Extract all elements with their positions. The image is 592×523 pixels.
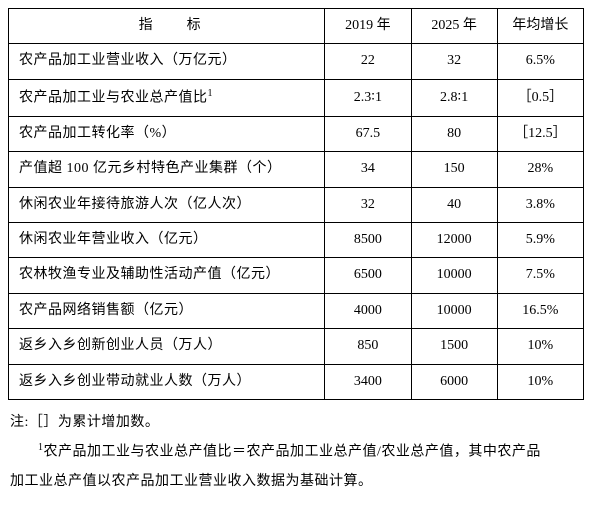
cell-growth: 3.8% — [497, 187, 583, 222]
cell-y2019: 2.3∶1 — [325, 79, 411, 116]
note-text: ［］为累计增加数。 — [29, 415, 160, 430]
table-row: 休闲农业年营业收入（亿元） 8500120005.9% — [9, 223, 584, 258]
cell-indicator: 农产品加工转化率（%） — [9, 116, 325, 151]
cell-y2025: 40 — [411, 187, 497, 222]
note-label: 注: — [10, 415, 29, 430]
table-row: 农产品网络销售额（亿元） 40001000016.5% — [9, 293, 584, 328]
col-header-indicator: 指 标 — [9, 9, 325, 44]
cell-indicator: 农产品网络销售额（亿元） — [9, 293, 325, 328]
cell-growth: 28% — [497, 152, 583, 187]
table-body: 农产品加工业营业收入（万亿元）22326.5%农产品加工业与农业总产值比12.3… — [9, 44, 584, 400]
cell-y2025: 10000 — [411, 258, 497, 293]
indicator-table: 指 标 2019 年 2025 年 年均增长 农产品加工业营业收入（万亿元） 22… — [8, 8, 584, 400]
cell-indicator: 返乡入乡创业带动就业人数（万人） — [9, 364, 325, 399]
table-row: 返乡入乡创业带动就业人数（万人） 3400600010% — [9, 364, 584, 399]
cell-y2019: 22 — [325, 44, 411, 79]
col-header-2019: 2019 年 — [325, 9, 411, 44]
cell-y2025: 2.8∶1 — [411, 79, 497, 116]
indicator-text: 返乡入乡创新创业人员（万人） — [19, 338, 222, 353]
sup-text-a: 农产品加工业与农业总产值比＝农产品加工业总产值/农业总产值，其中农产品 — [44, 445, 541, 460]
cell-indicator: 休闲农业年营业收入（亿元） — [9, 223, 325, 258]
table-row: 返乡入乡创新创业人员（万人） 850150010% — [9, 329, 584, 364]
table-row: 农产品加工转化率（%） 67.580［12.5］ — [9, 116, 584, 151]
footnote-block: 注:［］为累计增加数。 1农产品加工业与农业总产值比＝农产品加工业总产值/农业总… — [8, 408, 584, 497]
cell-growth: 10% — [497, 329, 583, 364]
col-header-growth: 年均增长 — [497, 9, 583, 44]
table-row: 休闲农业年接待旅游人次（亿人次） 32403.8% — [9, 187, 584, 222]
footnote-sup-line-2: 加工业总产值以农产品加工业营业收入数据为基础计算。 — [10, 467, 582, 496]
cell-indicator: 农产品加工业营业收入（万亿元） — [9, 44, 325, 79]
cell-y2025: 6000 — [411, 364, 497, 399]
cell-growth: 6.5% — [497, 44, 583, 79]
indicator-text: 休闲农业年营业收入（亿元） — [19, 232, 208, 247]
cell-indicator: 返乡入乡创新创业人员（万人） — [9, 329, 325, 364]
sup-text-b: 加工业总产值以农产品加工业营业收入数据为基础计算。 — [10, 474, 373, 489]
cell-y2025: 32 — [411, 44, 497, 79]
indicator-text: 返乡入乡创业带动就业人数（万人） — [19, 374, 251, 389]
cell-growth: ［12.5］ — [497, 116, 583, 151]
cell-growth: 16.5% — [497, 293, 583, 328]
cell-growth: 7.5% — [497, 258, 583, 293]
indicator-text: 农产品加工转化率（%） — [19, 126, 176, 141]
cell-y2019: 3400 — [325, 364, 411, 399]
cell-y2025: 80 — [411, 116, 497, 151]
table-header-row: 指 标 2019 年 2025 年 年均增长 — [9, 9, 584, 44]
cell-indicator: 休闲农业年接待旅游人次（亿人次） — [9, 187, 325, 222]
indicator-sup: 1 — [208, 88, 214, 99]
cell-indicator: 农林牧渔专业及辅助性活动产值（亿元） — [9, 258, 325, 293]
cell-y2019: 4000 — [325, 293, 411, 328]
footnote-note: 注:［］为累计增加数。 — [10, 408, 582, 437]
cell-y2019: 32 — [325, 187, 411, 222]
cell-growth: 5.9% — [497, 223, 583, 258]
cell-y2025: 150 — [411, 152, 497, 187]
cell-y2019: 34 — [325, 152, 411, 187]
cell-growth: 10% — [497, 364, 583, 399]
indicator-text: 农产品加工业与农业总产值比 — [19, 90, 208, 105]
cell-y2025: 12000 — [411, 223, 497, 258]
indicator-text: 农林牧渔专业及辅助性活动产值（亿元） — [19, 267, 280, 282]
table-row: 产值超 100 亿元乡村特色产业集群（个） 3415028% — [9, 152, 584, 187]
cell-indicator: 产值超 100 亿元乡村特色产业集群（个） — [9, 152, 325, 187]
header-indicator-text: 指 标 — [129, 18, 211, 33]
cell-y2025: 1500 — [411, 329, 497, 364]
indicator-text: 农产品网络销售额（亿元） — [19, 303, 193, 318]
table-row: 农产品加工业营业收入（万亿元） 22326.5% — [9, 44, 584, 79]
cell-indicator: 农产品加工业与农业总产值比1 — [9, 79, 325, 116]
col-header-2025: 2025 年 — [411, 9, 497, 44]
cell-y2019: 8500 — [325, 223, 411, 258]
indicator-text: 农产品加工业营业收入（万亿元） — [19, 53, 237, 68]
footnote-sup-line-1: 1农产品加工业与农业总产值比＝农产品加工业总产值/农业总产值，其中农产品 — [10, 437, 582, 467]
indicator-text: 休闲农业年接待旅游人次（亿人次） — [19, 197, 251, 212]
cell-growth: ［0.5］ — [497, 79, 583, 116]
indicator-text: 产值超 100 亿元乡村特色产业集群（个） — [19, 161, 282, 176]
table-row: 农产品加工业与农业总产值比12.3∶12.8∶1［0.5］ — [9, 79, 584, 116]
cell-y2019: 850 — [325, 329, 411, 364]
table-row: 农林牧渔专业及辅助性活动产值（亿元） 6500100007.5% — [9, 258, 584, 293]
cell-y2025: 10000 — [411, 293, 497, 328]
cell-y2019: 6500 — [325, 258, 411, 293]
cell-y2019: 67.5 — [325, 116, 411, 151]
